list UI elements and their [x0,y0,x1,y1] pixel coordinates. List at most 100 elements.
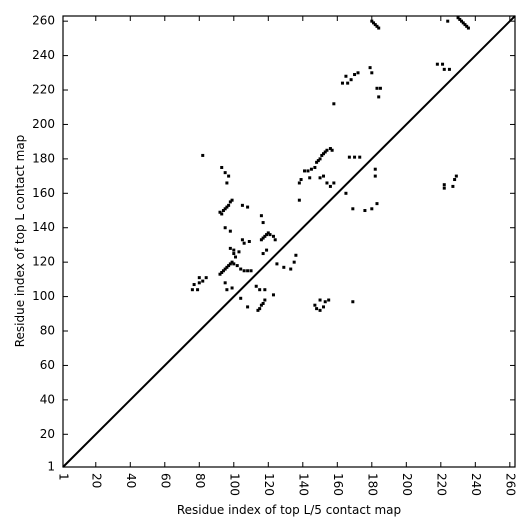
contact-point [220,270,224,274]
contact-point [265,233,269,237]
contact-point [221,269,225,273]
contact-point [228,246,232,250]
contact-point [227,203,231,207]
contact-point [451,184,455,188]
contact-point [375,24,379,28]
contact-point [240,238,244,242]
contact-point [261,252,265,256]
contact-point [377,26,381,30]
contact-point [235,264,239,268]
contact-point [246,269,250,273]
x-tick-label: 60 [158,473,172,488]
contact-point [292,260,296,264]
x-tick-label: 240 [469,473,483,496]
contact-point [313,165,317,169]
contact-point [454,174,458,178]
contact-point [261,221,265,225]
contact-point [294,253,298,257]
contact-point [351,207,355,211]
y-tick-label: 220 [32,83,55,97]
contact-point [340,81,344,85]
contact-point [259,238,263,242]
contact-point [230,260,234,264]
contact-point [218,272,222,276]
contact-point [239,296,243,300]
contact-point [246,205,250,209]
contact-point [227,264,231,268]
contact-point [297,181,301,185]
contact-point [303,169,307,173]
x-tick-label: 220 [434,473,448,496]
contact-point [378,86,382,90]
contact-point [456,16,460,20]
contact-point [263,298,267,302]
contact-point [373,174,377,178]
y-tick-label: 80 [40,324,55,338]
contact-point [225,205,229,209]
y-tick-label: 120 [32,255,55,269]
contact-point [323,150,327,154]
contact-point [327,298,331,302]
contact-point [201,153,205,157]
contact-point [460,19,464,23]
contact-point [220,212,224,216]
contact-point [221,209,225,213]
contact-point [318,298,322,302]
contact-point [458,17,462,21]
contact-point [308,176,312,180]
contact-point [347,155,351,159]
contact-point [353,73,357,77]
contact-point [268,233,272,237]
contact-point [332,181,336,185]
y-tick-label: 260 [32,14,55,28]
contact-point [313,303,317,307]
contact-point [442,186,446,190]
contact-point [275,262,279,266]
contact-point [220,165,224,169]
y-tick-label: 140 [32,220,55,234]
contact-point [266,231,270,235]
contact-point [344,74,348,78]
x-tick-label: 80 [193,473,207,488]
contact-point [223,267,227,271]
contact-point [259,303,263,307]
y-tick-label: 200 [32,117,55,131]
contact-point [315,160,319,164]
contact-point [228,262,232,266]
contact-point [309,167,313,171]
contact-point [322,152,326,156]
y-tick-label: 60 [40,358,55,372]
contact-point [441,62,445,66]
contact-point [373,167,377,171]
y-tick-label: 1 [47,460,55,474]
contact-point [197,281,201,285]
contact-point [328,184,332,188]
contact-point [232,262,236,266]
y-tick-label: 160 [32,186,55,200]
contact-point [282,265,286,269]
contact-point [368,66,372,70]
contact-point [225,265,229,269]
contact-point [463,23,467,27]
contact-point [254,284,258,288]
contact-point [256,308,260,312]
contact-point [204,276,208,280]
contact-point [323,300,327,304]
plot-frame [62,15,516,468]
contact-point [223,207,227,211]
x-tick-label: 20 [89,473,103,488]
contact-point [370,19,374,23]
contact-point [230,286,234,290]
contact-point [315,307,319,311]
contact-point [263,234,267,238]
contact-point [232,252,236,256]
contact-point [230,198,234,202]
contact-point [453,178,457,182]
contact-point [325,148,329,152]
contact-point [225,288,229,292]
contact-point [223,171,227,175]
contact-point [363,209,367,213]
y-tick-label: 100 [32,289,55,303]
contact-point [273,238,277,242]
contact-point [349,78,353,82]
